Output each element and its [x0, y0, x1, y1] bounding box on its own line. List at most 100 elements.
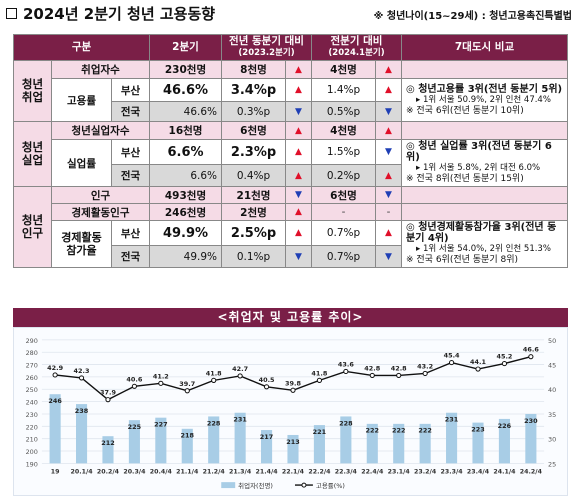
line-point: [263, 384, 270, 390]
employed-qoq: 4천명: [311, 60, 376, 79]
bar-value-label: 217: [260, 433, 274, 441]
y-left-tick-label: 270: [26, 362, 38, 370]
table-row: 전국 46.6% 0.3%p ▼ 0.5%p ▼: [14, 101, 568, 122]
x-tick-label: 20.4/4: [150, 468, 173, 475]
line-value-label: 41.8: [206, 369, 222, 377]
unemployed-yoy-arrow: ▲: [285, 121, 312, 140]
unemployed-label: 청년실업자수: [51, 121, 150, 140]
header-yoy: 전년 동분기 대비 (2023.2분기): [221, 34, 312, 61]
line-point: [237, 373, 243, 379]
trend-chart-section: <취업자 및 고용률 추이> 190 200 210 220 230 240 250 260 2…: [13, 308, 568, 496]
unemp-rate-busan-value: 6.6%: [149, 138, 222, 166]
unemployed-yoy: 6천명: [221, 121, 286, 140]
unemp-rate-busan-yoy: 2.3%p: [221, 138, 286, 166]
line-point: [316, 377, 323, 383]
group-employment: 청년 취업: [13, 60, 52, 122]
emp-rate-nation-qoq-arrow: ▼: [375, 101, 402, 122]
line-point: [475, 366, 481, 372]
line-value-label: 39.8: [285, 379, 301, 387]
line-value-label: 42.8: [364, 365, 380, 373]
emp-rate-busan-qoq-arrow: ▲: [375, 78, 402, 102]
part-rate-label: 경제활동 참가율: [51, 220, 112, 268]
bar: [525, 413, 537, 464]
line-point: [396, 372, 402, 379]
y-right-tick-label: 35: [548, 411, 556, 419]
part-rate-busan-qoq-arrow: ▲: [375, 219, 402, 247]
y-left-tick-label: 190: [26, 460, 38, 468]
group-unemployment: 청년 실업: [13, 121, 52, 187]
line-value-label: 43.6: [338, 361, 354, 369]
x-tick-label: 22.1/4: [282, 468, 305, 475]
header-qoq: 전분기 대비 (2024.1분기): [311, 34, 402, 61]
unemp-rate-nation-qoq-arrow: ▲: [375, 164, 402, 187]
unemp-rate-nation-qoq: 0.2%p: [311, 164, 376, 187]
header-quarter: 2분기: [149, 34, 222, 61]
population-qoq: 6천명: [311, 186, 376, 204]
line-value-label: 40.6: [126, 375, 142, 383]
unemp-rate-label: 실업률: [51, 139, 112, 187]
legend-bar-swatch: [221, 482, 236, 489]
line-value-label: 37.9: [100, 389, 116, 397]
population-value: 493천명: [149, 186, 222, 204]
x-tick-label: 23.2/4: [414, 468, 437, 475]
part-rate-nation-yoy: 0.1%p: [221, 245, 286, 268]
youth-employment-table: 구분 2분기 전년 동분기 대비 (2023.2분기) 전분기 대비 (2024.1…: [13, 34, 568, 268]
emp-rate-busan-yoy: 3.4%p: [221, 78, 286, 102]
bar-value-label: 221: [313, 428, 327, 436]
unemployed-value: 16천명: [149, 121, 222, 140]
part-rate-busan-yoy: 2.5%p: [221, 219, 286, 247]
part-rate-nation-value: 49.9%: [149, 245, 222, 268]
bar-value-label: 212: [101, 439, 115, 447]
bar: [393, 423, 405, 464]
table-row: 고용률 부산 46.6% 3.4%p ▲ 1.4%p ▲ ◎ 청년고용률 3위(…: [14, 78, 568, 122]
line-point: [184, 388, 190, 394]
line-point: [290, 387, 296, 393]
line-value-label: 39.7: [179, 380, 195, 388]
econ-pop-label: 경제활동인구: [51, 203, 150, 221]
bar-value-label: 227: [154, 421, 168, 429]
unemp-rate-busan-qoq-arrow: ▼: [375, 138, 402, 166]
bar-value-label: 222: [418, 427, 432, 435]
line-point: [211, 377, 217, 383]
table-row: 전국 49.9% 0.1%p ▼ 0.7%p ▼: [14, 245, 568, 268]
table-row: 실업률 부산 6.6% 2.3%p ▲ 1.5%p ▼ ◎ 청년 실업률 3위(…: [14, 138, 568, 187]
line-point: [105, 397, 111, 403]
legend-bar-label: 취업자(천명): [238, 481, 273, 490]
employed-value: 230천명: [149, 60, 222, 79]
line-value-label: 46.6: [523, 346, 539, 354]
econ-pop-yoy: 2천명: [221, 203, 286, 221]
x-tick-label: 20.2/4: [97, 468, 120, 475]
bar: [419, 423, 431, 464]
table-row: 청년 취업 취업자수 230천명 8천명 ▲ 4천명 ▲: [13, 60, 568, 122]
bar: [102, 436, 114, 464]
population-qoq-arrow: ▼: [375, 186, 402, 204]
line-point: [528, 354, 534, 360]
line-value-label: 41.2: [153, 372, 169, 380]
y-left-tick-label: 230: [26, 411, 38, 419]
line-value-label: 43.2: [417, 363, 433, 371]
y-left-tick-label: 210: [26, 436, 38, 444]
econ-pop-value: 246천명: [149, 203, 222, 221]
bar: [366, 423, 378, 464]
chart-title: <취업자 및 고용률 추이>: [13, 308, 568, 327]
bar-value-label: 228: [339, 419, 353, 427]
line-value-label: 40.5: [259, 376, 275, 384]
x-tick-label: 22.2/4: [308, 468, 331, 475]
y-left-tick-label: 260: [26, 374, 38, 382]
unemployed-qoq-arrow: ▲: [375, 121, 402, 140]
unemployed-qoq: 4천명: [311, 121, 376, 140]
unemp-rate-busan-region: 부산: [111, 138, 150, 166]
emp-rate-nation-yoy-arrow: ▼: [285, 101, 312, 122]
econ-pop-qoq-arrow: -: [375, 203, 402, 221]
checkbox-icon: [6, 8, 17, 19]
bar-value-label: 222: [366, 427, 380, 435]
part-rate-busan-qoq: 0.7%p: [311, 219, 376, 247]
population-yoy-arrow: ▼: [285, 186, 312, 204]
bar-value-label: 231: [233, 416, 247, 424]
table-row: 경제활동 참가율 부산 49.9% 2.5%p ▲ 0.7%p ▲ ◎ 청년경제활…: [14, 219, 568, 268]
emp-rate-busan-value: 46.6%: [149, 78, 222, 102]
y-right-tick-label: 50: [548, 337, 556, 345]
x-tick-label: 21.1/4: [176, 468, 199, 475]
unemp-rate-nation-yoy-arrow: ▲: [285, 164, 312, 187]
y-right-tick-label: 40: [548, 386, 556, 394]
